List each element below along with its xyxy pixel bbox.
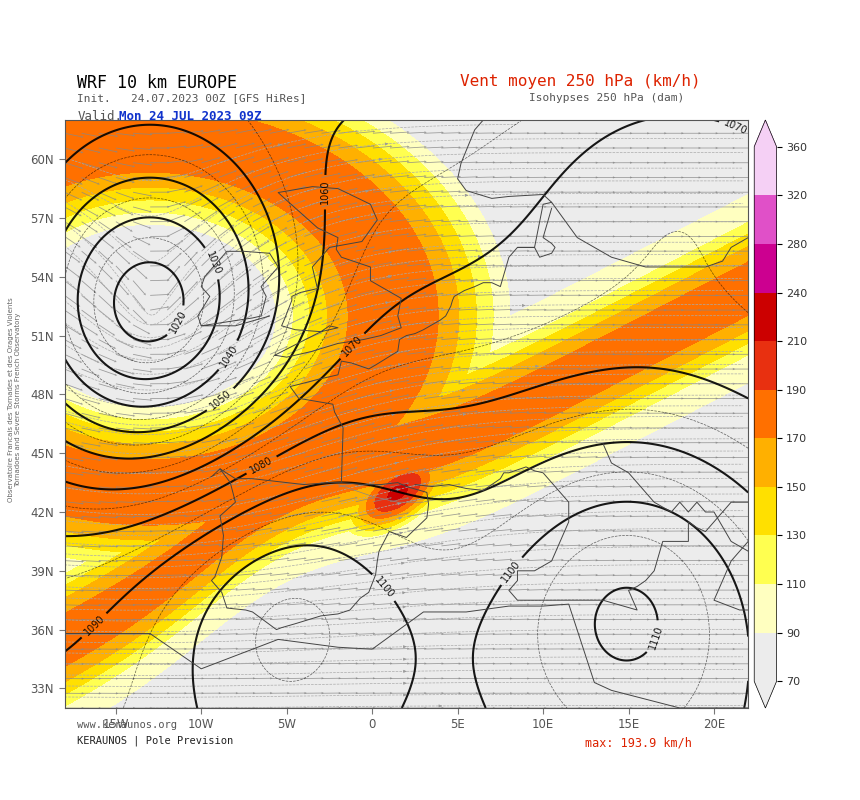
- FancyArrowPatch shape: [398, 363, 402, 366]
- FancyArrowPatch shape: [403, 633, 406, 635]
- FancyArrowPatch shape: [396, 351, 400, 354]
- FancyArrowPatch shape: [386, 302, 389, 304]
- FancyArrowPatch shape: [471, 280, 474, 282]
- FancyArrowPatch shape: [278, 144, 281, 146]
- Text: WRF 10 km EUROPE: WRF 10 km EUROPE: [77, 74, 237, 92]
- FancyArrowPatch shape: [389, 275, 391, 278]
- Text: 1030: 1030: [204, 250, 223, 276]
- FancyArrowPatch shape: [402, 577, 405, 579]
- FancyArrowPatch shape: [403, 682, 407, 684]
- Text: 1110: 1110: [647, 624, 664, 650]
- FancyArrowPatch shape: [379, 158, 382, 161]
- Text: Valid.: Valid.: [77, 110, 122, 123]
- FancyArrowPatch shape: [402, 562, 404, 564]
- FancyArrowPatch shape: [462, 390, 465, 391]
- FancyArrowPatch shape: [403, 670, 407, 673]
- Text: 1020: 1020: [168, 309, 188, 335]
- FancyArrowPatch shape: [401, 547, 403, 550]
- Text: 1060: 1060: [320, 180, 330, 205]
- Text: Isohypses 250 hPa (dam): Isohypses 250 hPa (dam): [529, 93, 685, 102]
- Text: 1100: 1100: [372, 574, 396, 600]
- FancyArrowPatch shape: [403, 694, 407, 696]
- FancyArrowPatch shape: [396, 489, 400, 491]
- FancyArrowPatch shape: [522, 304, 525, 306]
- FancyArrowPatch shape: [366, 190, 369, 192]
- FancyArrowPatch shape: [403, 646, 407, 648]
- Text: www.keraunos.org: www.keraunos.org: [77, 720, 177, 730]
- FancyArrowPatch shape: [439, 705, 442, 707]
- Text: KERAUNOS | Pole Prevision: KERAUNOS | Pole Prevision: [77, 736, 234, 746]
- Text: max: 193.9 km/h: max: 193.9 km/h: [585, 736, 691, 749]
- Text: 1070: 1070: [722, 118, 749, 137]
- FancyArrowPatch shape: [400, 532, 402, 534]
- FancyArrowPatch shape: [389, 251, 392, 253]
- Text: Vent moyen 250 hPa (km/h): Vent moyen 250 hPa (km/h): [460, 74, 701, 90]
- FancyArrowPatch shape: [403, 619, 406, 622]
- FancyArrowPatch shape: [536, 365, 538, 367]
- Text: 1050: 1050: [208, 388, 234, 412]
- FancyArrowPatch shape: [399, 517, 402, 519]
- Text: 1090: 1090: [82, 614, 107, 638]
- FancyArrowPatch shape: [478, 255, 482, 258]
- FancyArrowPatch shape: [395, 462, 398, 464]
- FancyArrowPatch shape: [392, 414, 395, 415]
- FancyArrowPatch shape: [465, 194, 468, 197]
- FancyArrowPatch shape: [397, 502, 401, 505]
- FancyArrowPatch shape: [392, 326, 396, 329]
- Text: 1100: 1100: [500, 558, 523, 584]
- FancyArrowPatch shape: [385, 143, 388, 145]
- FancyArrowPatch shape: [371, 214, 374, 216]
- FancyArrowPatch shape: [390, 390, 393, 392]
- FancyArrowPatch shape: [403, 606, 406, 608]
- FancyArrowPatch shape: [396, 475, 399, 478]
- PathPatch shape: [754, 120, 777, 146]
- FancyArrowPatch shape: [394, 438, 396, 439]
- FancyArrowPatch shape: [402, 592, 406, 594]
- Text: Observatoire Francais des Tornades et des Orages Violents
Tornadoes and Severe S: Observatoire Francais des Tornades et de…: [8, 298, 22, 502]
- FancyArrowPatch shape: [463, 414, 466, 415]
- FancyArrowPatch shape: [456, 330, 459, 333]
- FancyArrowPatch shape: [366, 177, 368, 178]
- Text: 1040: 1040: [218, 342, 240, 369]
- Text: 1070: 1070: [341, 334, 365, 358]
- FancyArrowPatch shape: [376, 232, 379, 234]
- PathPatch shape: [754, 682, 777, 708]
- Text: 1080: 1080: [249, 454, 274, 475]
- FancyArrowPatch shape: [403, 658, 407, 660]
- Text: Init.   24.07.2023 00Z [GFS HiRes]: Init. 24.07.2023 00Z [GFS HiRes]: [77, 93, 307, 102]
- Text: Mon 24 JUL 2023 09Z: Mon 24 JUL 2023 09Z: [119, 110, 261, 123]
- FancyArrowPatch shape: [513, 433, 516, 434]
